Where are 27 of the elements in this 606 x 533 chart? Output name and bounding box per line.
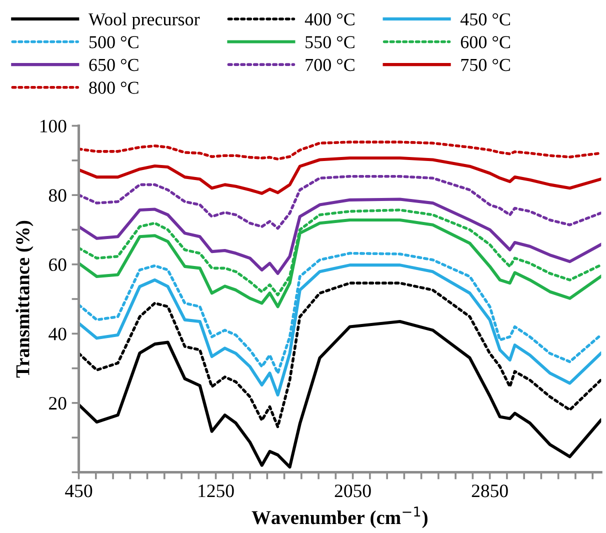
legend-label: 750 °C <box>461 58 510 72</box>
legend-label: 800 °C <box>89 82 138 94</box>
legend-label: 500 °C <box>90 36 138 48</box>
x-axis-title: Wavenumber (cm$^{−1}$) <box>252 506 428 528</box>
y-tick-label: 40 <box>48 328 66 340</box>
legend-label: 600 °C <box>460 36 510 48</box>
x-tick-label: 2850 <box>472 484 508 498</box>
line-series <box>78 174 602 230</box>
x-tick-label: 450 <box>65 484 92 498</box>
line-series <box>78 320 602 469</box>
line-series <box>78 282 602 428</box>
line-series <box>78 140 602 160</box>
y-tick-label: 20 <box>49 396 66 410</box>
legend-label: 450 °C <box>460 13 510 26</box>
y-tick-label: 60 <box>49 258 66 272</box>
legend-label: 550 °C <box>306 36 354 48</box>
x-tick-label: 1250 <box>198 484 234 498</box>
legend-label: 400 °C <box>304 13 354 26</box>
y-tick-label: 100 <box>40 120 66 132</box>
line-series <box>78 156 602 195</box>
line-series <box>78 198 602 275</box>
legend-label: 700 °C <box>306 58 354 72</box>
y-axis-title: Transmittance (%) <box>16 220 34 378</box>
y-tick-label: 80 <box>48 189 66 202</box>
legend-label: Wool precursor <box>88 12 200 30</box>
x-tick-label: 2050 <box>334 484 371 498</box>
legend-label: 650 °C <box>89 58 138 72</box>
